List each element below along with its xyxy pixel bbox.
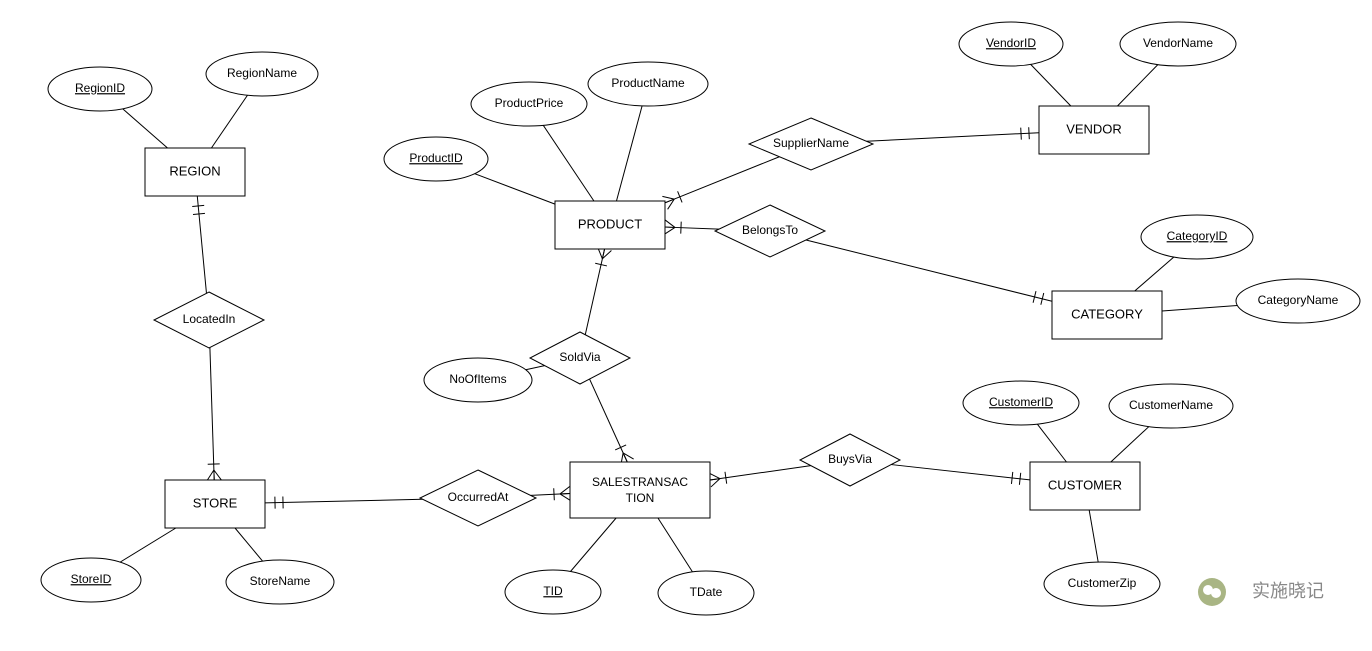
- watermark-text: 实施晓记: [1252, 581, 1324, 601]
- attribute-customername: CustomerName: [1109, 384, 1233, 428]
- attribute-storeid: StoreID: [41, 558, 141, 602]
- edge-customerzip-customer: [1089, 510, 1098, 562]
- link-occurredat-salestx: [531, 486, 571, 500]
- attribute-productprice: ProductPrice: [471, 82, 587, 126]
- edge-regionid-region: [123, 109, 168, 148]
- relationship-soldvia-label: SoldVia: [559, 350, 600, 364]
- edge-vendorid-vendor: [1031, 64, 1071, 106]
- link-belongsto-product: [665, 220, 719, 234]
- svg-text:TION: TION: [626, 491, 655, 505]
- attribute-tdate-label: TDate: [690, 585, 723, 599]
- entity-store-label: STORE: [193, 495, 238, 510]
- attribute-storename: StoreName: [226, 560, 334, 604]
- attribute-productname: ProductName: [588, 62, 708, 106]
- attribute-customerzip-label: CustomerZip: [1068, 576, 1137, 590]
- entity-product-label: PRODUCT: [578, 216, 642, 231]
- er-diagram: REGION STORE PRODUCT SALESTRANSAC TION CUSTOM…: [0, 0, 1372, 651]
- watermark: 实施晓记: [1198, 578, 1324, 606]
- relationship-belongsto: BelongsTo: [715, 205, 825, 257]
- attribute-tid: TID: [505, 570, 601, 614]
- attribute-categoryname-label: CategoryName: [1258, 293, 1339, 307]
- link-suppliername-product: [662, 157, 779, 210]
- attribute-customerzip: CustomerZip: [1044, 562, 1160, 606]
- entity-customer-label: CUSTOMER: [1048, 477, 1122, 492]
- edge-storename-store: [235, 528, 263, 561]
- edge-storeid-store: [120, 528, 176, 562]
- relationship-soldvia: SoldVia: [530, 332, 630, 384]
- edge-vendorname-vendor: [1117, 65, 1157, 106]
- attribute-categoryname: CategoryName: [1236, 279, 1360, 323]
- edge-tdate-salestx: [658, 518, 693, 572]
- edge-customerid-customer: [1037, 424, 1066, 462]
- relationship-buysvia-label: BuysVia: [828, 452, 872, 466]
- attribute-storename-label: StoreName: [250, 574, 311, 588]
- entity-category-label: CATEGORY: [1071, 306, 1143, 321]
- edge-categoryname-category: [1162, 305, 1237, 311]
- relationship-suppliername: SupplierName: [749, 118, 873, 170]
- attribute-productprice-label: ProductPrice: [495, 96, 564, 110]
- relationship-occurredat: OccurredAt: [420, 470, 536, 526]
- attribute-productid: ProductID: [384, 137, 488, 181]
- entity-store: STORE: [165, 480, 265, 528]
- attribute-noofitems: NoOfItems: [424, 358, 532, 402]
- edge-productid-product: [475, 174, 555, 204]
- link-soldvia-product: [585, 247, 611, 334]
- link-buysvia-salestx: [709, 466, 811, 487]
- edge-noofitems-soldvia: [526, 366, 545, 370]
- edge-categoryid-category: [1135, 257, 1174, 291]
- edge-productname-product: [616, 106, 642, 201]
- relationship-buysvia: BuysVia: [800, 434, 900, 486]
- entity-salestx-label: SALESTRANSAC: [592, 475, 688, 489]
- attribute-categoryid: CategoryID: [1141, 215, 1253, 259]
- attribute-storeid-label: StoreID: [71, 572, 112, 586]
- attribute-regionname-label: RegionName: [227, 66, 297, 80]
- link-locatedin-region: [192, 196, 206, 293]
- attribute-noofitems-label: NoOfItems: [449, 372, 506, 386]
- relationship-locatedin: LocatedIn: [154, 292, 264, 348]
- attribute-regionid: RegionID: [48, 67, 152, 111]
- link-belongsto-category: [806, 240, 1052, 305]
- entity-region: REGION: [145, 148, 245, 196]
- relationship-locatedin-label: LocatedIn: [183, 312, 236, 326]
- attribute-productname-label: ProductName: [611, 76, 685, 90]
- entity-category: CATEGORY: [1052, 291, 1162, 339]
- attribute-vendorname-label: VendorName: [1143, 36, 1213, 50]
- attribute-customername-label: CustomerName: [1129, 398, 1213, 412]
- link-locatedin-store: [207, 348, 221, 481]
- attribute-vendorid-label: VendorID: [986, 36, 1036, 50]
- attribute-customerid-label: CustomerID: [989, 395, 1053, 409]
- edge-customername-customer: [1111, 427, 1149, 462]
- entity-vendor: VENDOR: [1039, 106, 1149, 154]
- entity-salestx: SALESTRANSAC TION: [570, 462, 710, 518]
- attribute-vendorid: VendorID: [959, 22, 1063, 66]
- entity-product: PRODUCT: [555, 201, 665, 249]
- attribute-regionid-label: RegionID: [75, 81, 125, 95]
- entity-region-label: REGION: [169, 163, 220, 178]
- attribute-vendorname: VendorName: [1120, 22, 1236, 66]
- link-occurredat-store: [265, 496, 423, 508]
- attribute-tdate: TDate: [658, 571, 754, 615]
- link-suppliername-vendor: [866, 127, 1039, 141]
- entity-customer: CUSTOMER: [1030, 462, 1140, 510]
- attribute-tid-label: TID: [543, 584, 563, 598]
- attribute-categoryid-label: CategoryID: [1167, 229, 1228, 243]
- attribute-regionname: RegionName: [206, 52, 318, 96]
- edge-productprice-product: [543, 125, 594, 201]
- entity-vendor-label: VENDOR: [1066, 121, 1122, 136]
- relationship-belongsto-label: BelongsTo: [742, 223, 798, 237]
- attribute-customerid: CustomerID: [963, 381, 1079, 425]
- edge-tid-salestx: [570, 518, 616, 572]
- relationship-suppliername-label: SupplierName: [773, 136, 849, 150]
- link-soldvia-salestx: [590, 379, 634, 465]
- link-buysvia-customer: [891, 465, 1030, 485]
- relationship-occurredat-label: OccurredAt: [448, 490, 509, 504]
- shapes-layer: REGION STORE PRODUCT SALESTRANSAC TION CUSTOM…: [41, 22, 1360, 615]
- edge-regionname-region: [211, 95, 247, 148]
- attribute-productid-label: ProductID: [409, 151, 463, 165]
